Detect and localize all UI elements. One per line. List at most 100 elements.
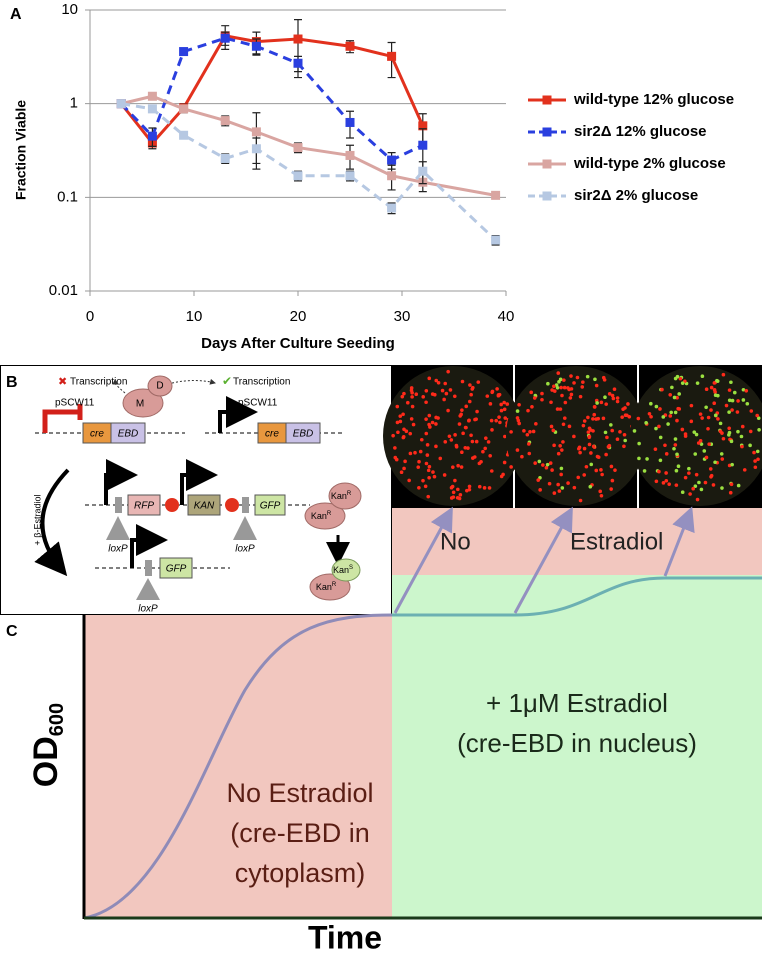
colony [724,403,729,408]
colony [599,493,604,498]
marker [251,144,261,154]
promoter [130,524,168,568]
colony [736,483,741,488]
caption: No [440,528,471,555]
colony [544,465,549,470]
colony [752,450,756,455]
marker [293,58,303,68]
colony [560,486,565,490]
colony [417,485,421,490]
colony [424,431,429,436]
gene-box [187,494,221,516]
colony [727,398,732,403]
colony [729,482,734,487]
colony [517,421,522,426]
colony [693,484,698,488]
gene-box [285,422,321,444]
gene-label: cre [265,429,279,440]
colony [672,446,676,451]
colony [661,481,666,485]
colony [605,435,609,440]
colony [756,457,760,462]
colony [559,472,563,477]
colony [716,417,720,421]
colony [603,430,608,435]
colony [749,409,754,413]
colony [395,404,400,409]
colony [592,405,597,409]
series-line [120,36,424,162]
colony [562,385,567,390]
colony [548,461,553,465]
colony [517,402,521,407]
colony [463,445,468,450]
colony [463,425,468,430]
colony [601,416,606,421]
colony [502,460,507,465]
colony [498,420,502,425]
colony [396,430,400,435]
colony [427,464,432,469]
colony [402,391,406,396]
terminator [165,498,179,512]
colony [531,429,536,434]
colony [744,389,749,393]
colony [556,451,561,456]
colony [488,453,492,458]
cell-label-sup: R [332,582,337,588]
colony [489,418,494,423]
repressed-label: Transcription [70,377,127,388]
colony [451,465,455,469]
colony [425,453,430,457]
marker [387,155,397,165]
colony [732,390,737,395]
colony [402,427,406,432]
loxp-label: loxP [235,544,255,555]
colony [467,487,472,492]
colony [727,426,732,431]
colony [647,411,652,416]
colony [410,395,414,399]
colony [615,437,620,442]
x-tick-label: 40 [498,308,515,325]
colony [756,416,761,420]
colony [409,417,414,421]
colony [440,388,445,393]
colony [591,444,596,449]
sampling-arrow [393,506,453,614]
x-axis-title: Time [308,919,382,955]
colony [472,455,477,459]
cell [328,482,362,510]
colony [603,395,607,400]
colony [704,387,709,391]
colony [446,408,450,413]
legend-marker [542,191,552,201]
colony [487,486,492,490]
colony [620,415,624,419]
colony [534,422,538,426]
colony [490,428,494,432]
colony [587,435,592,439]
colony [702,449,707,453]
colony [696,441,701,445]
colony [560,448,564,452]
plate [383,366,523,506]
marker [345,117,355,127]
colony [408,431,413,436]
colony [623,438,627,443]
colony [528,429,532,434]
loxp-label: loxP [138,604,158,615]
arrow [112,379,126,394]
marker [220,153,230,163]
colony [609,423,613,427]
colony [561,440,565,444]
colony [515,416,520,420]
colony [604,452,608,457]
colony [673,437,678,441]
colony [740,424,745,429]
colony [709,385,714,390]
colony [707,442,711,446]
colony [467,418,471,423]
colony [522,429,526,433]
